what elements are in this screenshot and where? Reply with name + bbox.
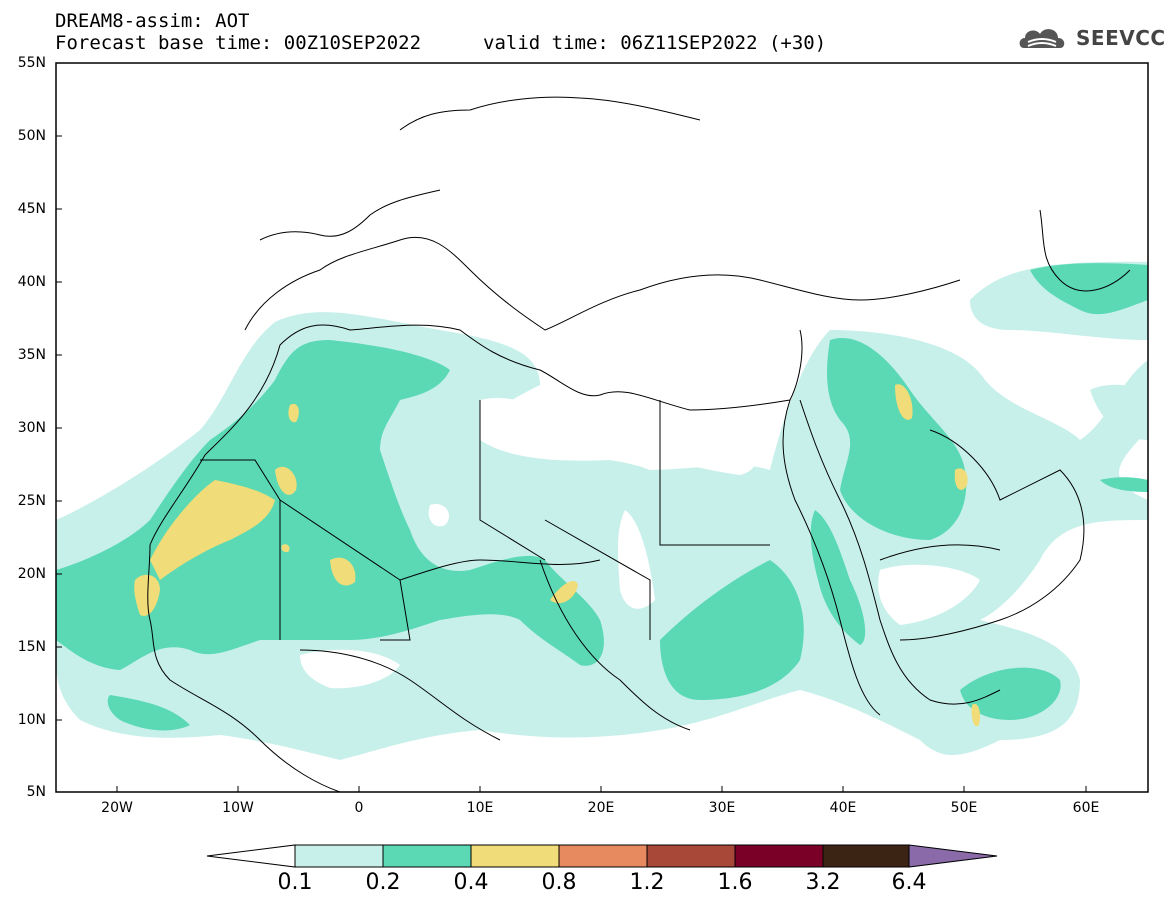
cloud-logo-icon [1019,29,1065,48]
forecast-base-time: Forecast base time: 00Z10SEP2022 [55,32,422,54]
aot-level-0-4-area [134,384,981,727]
map-title: DREAM8-assim: AOT [55,10,250,32]
colorbar-label: 3.2 [805,870,841,895]
aot-clear-areas [300,397,980,689]
lat-label: 45N [17,201,46,217]
colorbar [206,844,998,868]
lon-label: 50E [950,800,978,816]
lat-label: 35N [17,347,46,363]
colorbar-swatch-0 [294,844,384,868]
lat-label: 50N [17,128,46,144]
lat-label: 10N [17,712,46,728]
lon-label: 20W [101,800,133,816]
lat-label: 55N [17,55,46,71]
colorbar-over-arrow [908,844,998,868]
logo-text: SEEVCCC [1076,26,1165,50]
colorbar-label: 0.4 [453,870,489,895]
colorbar-swatch-6 [822,844,910,868]
colorbar-swatch-5 [734,844,824,868]
lon-label: 60E [1072,800,1100,816]
lat-label: 5N [26,784,46,800]
colorbar-label: 1.6 [717,870,753,895]
colorbar-swatch-1 [382,844,472,868]
colorbar-swatch-4 [646,844,736,868]
lat-label: 15N [17,639,46,655]
lon-label: 40E [829,800,857,816]
coastlines-borders [147,96,1131,792]
colorbar-label: 6.4 [891,870,927,895]
lat-label: 20N [17,566,46,582]
lon-label: 30E [708,800,736,816]
colorbar-swatch-3 [558,844,648,868]
lat-label: 30N [17,420,46,436]
lat-label: 40N [17,274,46,290]
axis-ticks [56,62,1087,792]
lon-label: 10E [466,800,494,816]
lat-label: 25N [17,493,46,509]
lon-label: 10W [222,800,254,816]
aot-level-0-2-area [56,263,1148,731]
colorbar-swatch-2 [470,844,560,868]
colorbar-label: 1.2 [629,870,665,895]
lon-label: 20E [587,800,615,816]
valid-time: valid time: 06Z11SEP2022 (+30) [483,32,827,54]
colorbar-label: 0.1 [277,870,313,895]
colorbar-label: 0.2 [365,870,401,895]
colorbar-label: 0.8 [541,870,577,895]
colorbar-under-arrow [206,844,296,868]
lon-label: 0 [354,800,364,816]
